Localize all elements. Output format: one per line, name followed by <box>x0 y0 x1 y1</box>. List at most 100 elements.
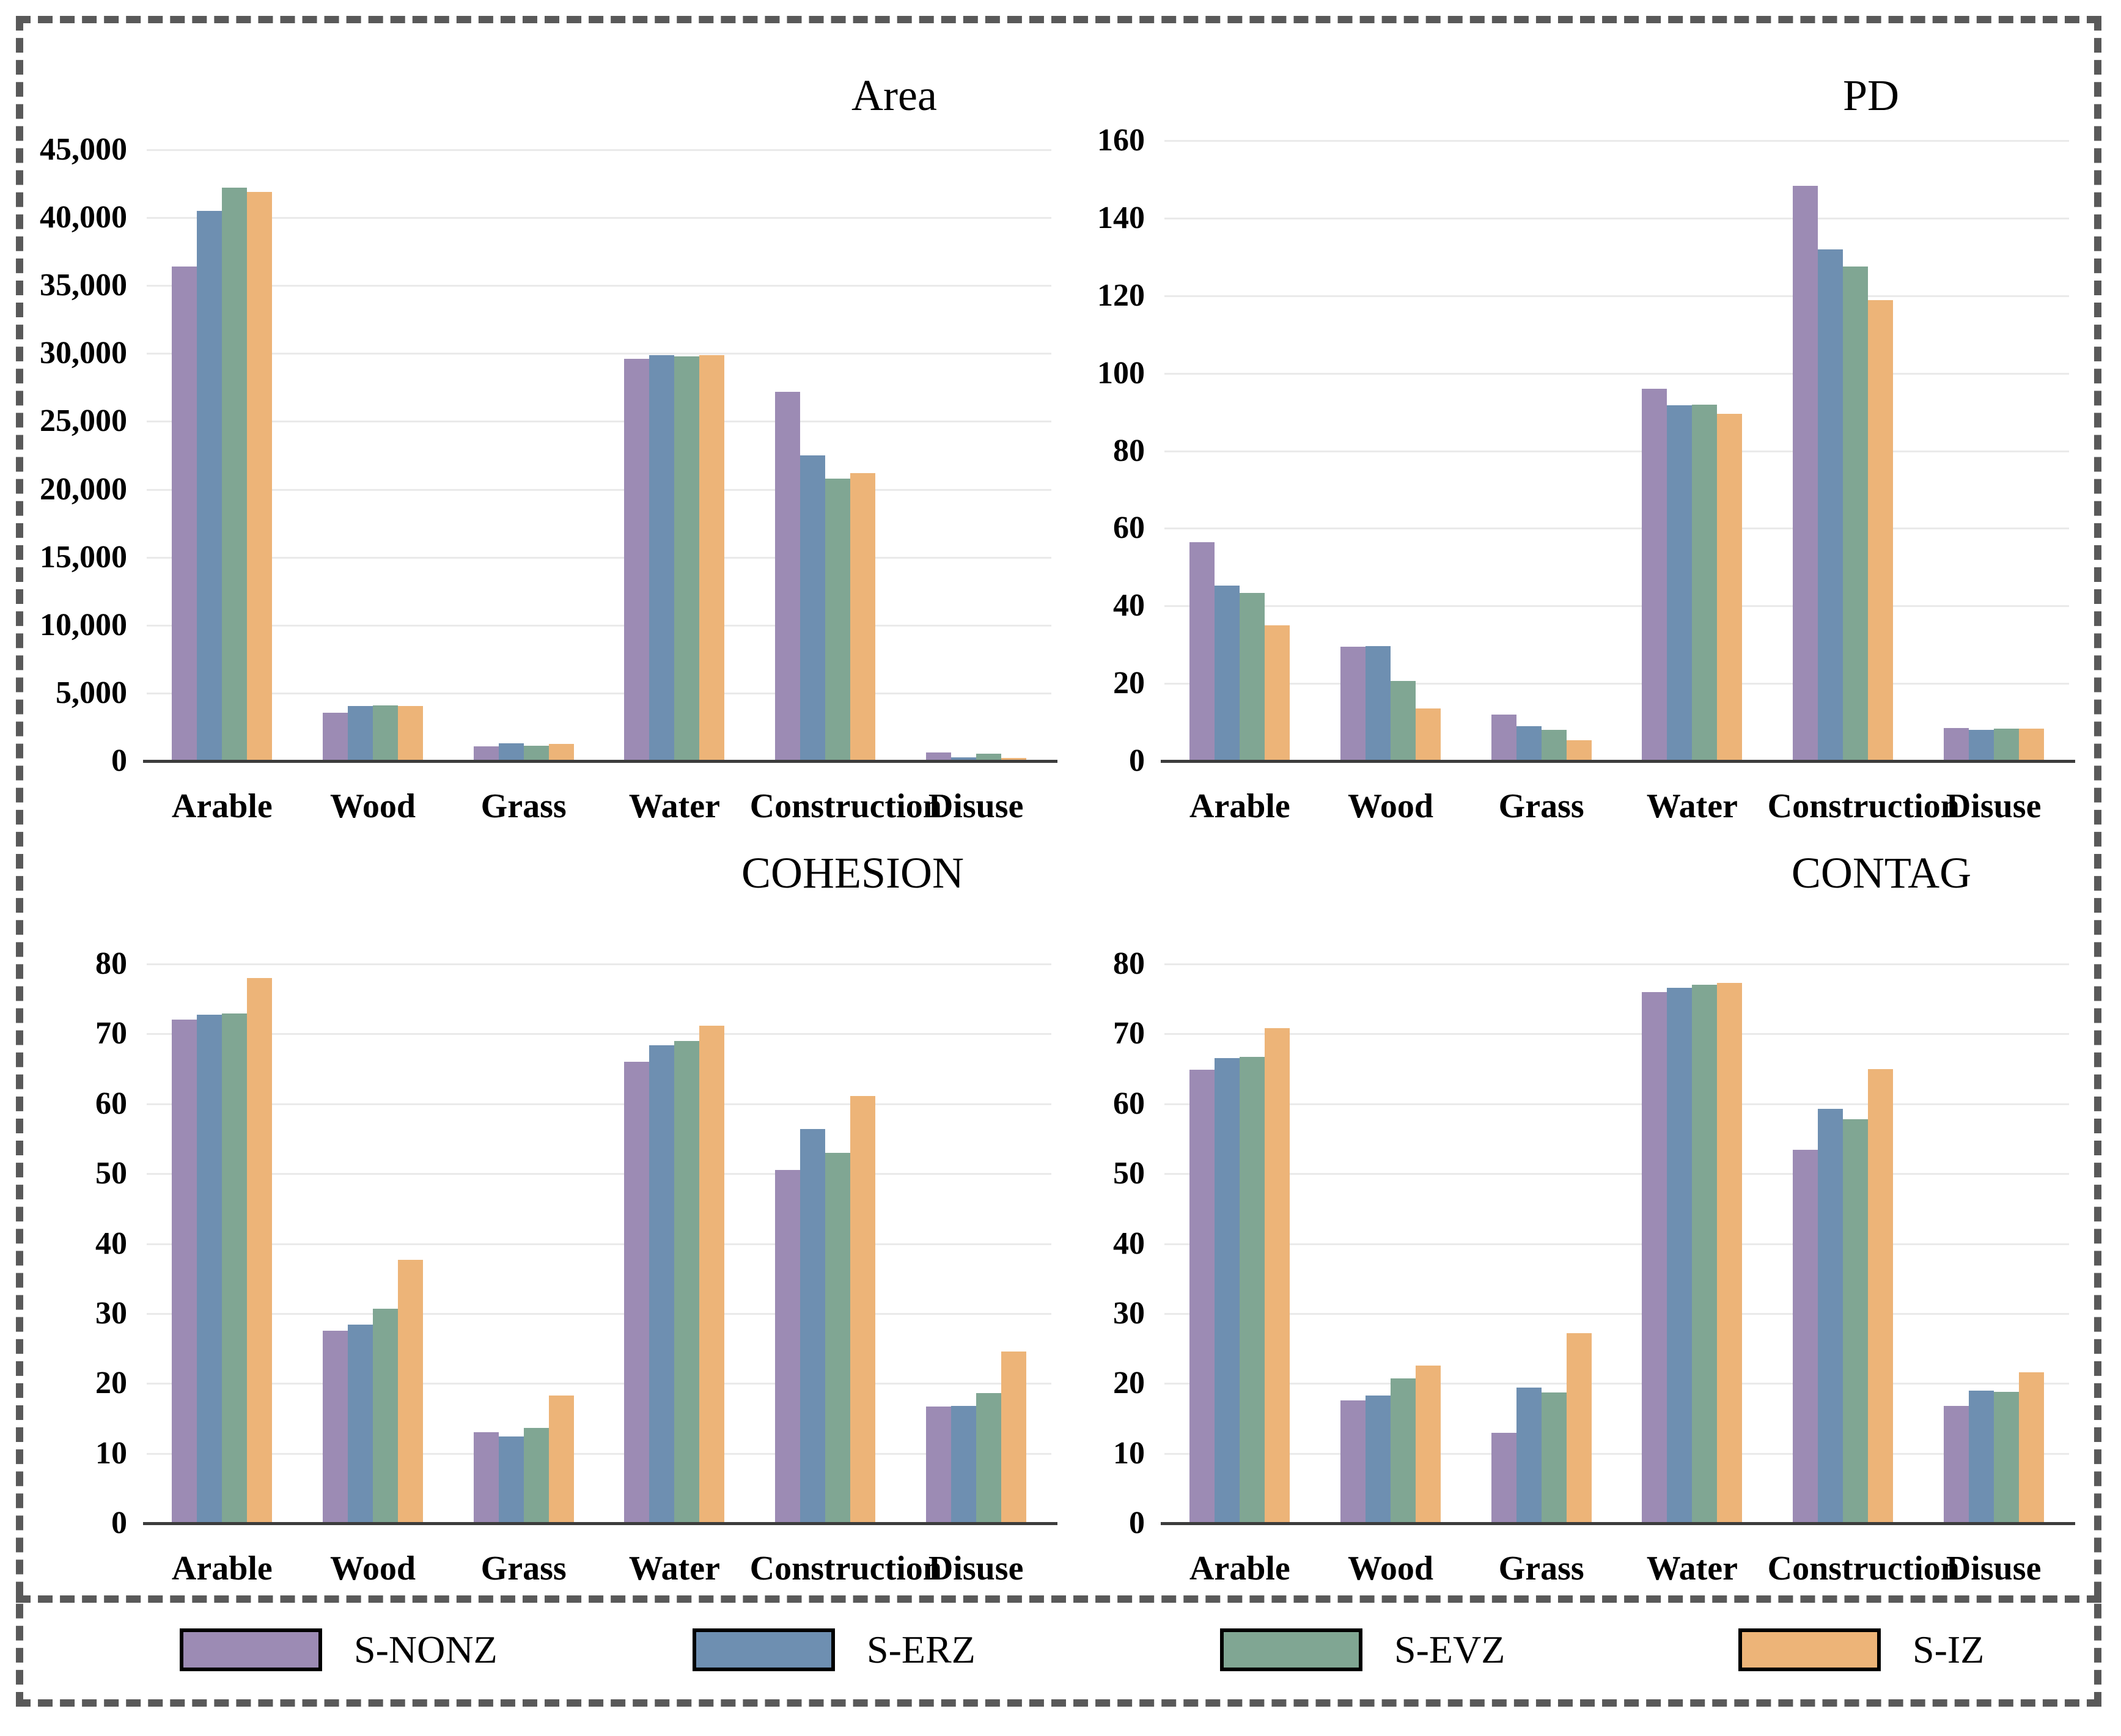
y-tick-label: 30,000 <box>40 336 127 371</box>
bar-s-nonz-arable <box>1189 1070 1215 1523</box>
legend-item-s-erz: S-ERZ <box>693 1628 976 1671</box>
y-tick-label: 40 <box>95 1226 127 1261</box>
bar-s-evz-disuse <box>1994 1392 2019 1523</box>
bar-s-iz-disuse <box>2019 1372 2044 1523</box>
y-tick-label: 40,000 <box>40 200 127 235</box>
gridline-y-40 <box>1164 1243 2069 1245</box>
bar-s-erz-water <box>1667 405 1692 761</box>
gridline-y-5000 <box>147 692 1051 694</box>
gridline-y-30000 <box>147 353 1051 355</box>
bar-s-nonz-arable <box>1189 542 1215 761</box>
bar-s-nonz-water <box>1642 992 1667 1523</box>
bar-s-iz-wood <box>398 706 423 761</box>
x-category-label-arable: Arable <box>1189 787 1290 825</box>
bar-s-erz-wood <box>1366 646 1391 761</box>
x-axis-line <box>143 760 1057 763</box>
bar-s-nonz-water <box>624 1062 649 1523</box>
bar-s-erz-wood <box>1366 1396 1391 1523</box>
legend-swatch-s-evz <box>1220 1628 1362 1671</box>
gridline-y-60 <box>1164 528 2069 530</box>
bar-s-iz-grass <box>549 744 574 761</box>
bar-s-erz-arable <box>197 211 222 761</box>
bar-s-erz-construction <box>800 455 825 761</box>
y-tick-label: 45,000 <box>40 132 127 167</box>
legend-separator-dashed-line <box>16 1595 2101 1603</box>
x-category-label-wood: Wood <box>329 787 416 825</box>
bar-s-erz-construction <box>1818 1109 1843 1523</box>
legend-label-s-iz: S-IZ <box>1913 1628 1985 1671</box>
bar-s-evz-disuse <box>976 1393 1001 1523</box>
y-tick-label: 80 <box>95 946 127 981</box>
bar-s-iz-wood <box>398 1260 423 1523</box>
y-tick-label: 0 <box>111 743 127 778</box>
bar-s-iz-arable <box>247 978 272 1523</box>
y-tick-label: 60 <box>95 1086 127 1121</box>
bar-s-evz-wood <box>1391 1378 1416 1523</box>
y-tick-label: 100 <box>1097 355 1145 391</box>
y-tick-label: 0 <box>111 1506 127 1540</box>
bar-s-iz-arable <box>247 192 272 761</box>
y-tick-label: 40 <box>1113 1226 1145 1261</box>
gridline-y-20000 <box>147 488 1051 491</box>
bar-s-nonz-wood <box>1340 1400 1366 1523</box>
y-tick-label: 60 <box>1113 510 1145 546</box>
bar-s-erz-construction <box>1818 249 1843 761</box>
bar-s-erz-grass <box>499 1436 524 1523</box>
bar-s-nonz-wood <box>1340 647 1366 761</box>
chart-panel-contag: CONTAG 0 10 20 30 40 50 60 70 80 Arable Wood Grass W… <box>1060 839 2100 1598</box>
bar-s-erz-disuse <box>951 1406 976 1523</box>
bar-s-evz-grass <box>524 1428 549 1523</box>
bar-s-iz-wood <box>1416 708 1441 761</box>
bar-s-evz-wood <box>373 1309 398 1523</box>
gridline-y-35000 <box>147 285 1051 287</box>
bar-s-evz-grass <box>1542 1392 1567 1523</box>
x-category-label-water: Water <box>1646 787 1738 825</box>
bar-s-nonz-water <box>1642 389 1667 761</box>
gridline-y-60 <box>1164 1103 2069 1105</box>
bar-s-evz-arable <box>1240 1057 1265 1523</box>
x-category-label-construction: Construction <box>749 787 942 825</box>
bar-s-iz-disuse <box>1001 1352 1026 1523</box>
bar-s-nonz-disuse <box>926 752 951 761</box>
gridline-y-20 <box>147 1383 1051 1385</box>
y-tick-label: 10,000 <box>40 607 127 642</box>
bar-s-iz-wood <box>1416 1366 1441 1523</box>
bar-s-evz-grass <box>1542 730 1567 761</box>
y-tick-label: 80 <box>1113 433 1145 468</box>
bar-s-erz-wood <box>348 1325 373 1523</box>
gridline-y-30 <box>1164 1312 2069 1315</box>
bar-s-evz-water <box>1692 405 1717 761</box>
bar-s-nonz-wood <box>323 1331 348 1523</box>
gridline-y-50 <box>1164 1173 2069 1175</box>
x-category-label-water: Water <box>1646 1550 1738 1587</box>
chart-panel-pd: PD 0 20 40 60 80 100 120 140 160 Arable Wood Grass W… <box>1060 24 2100 837</box>
bar-s-erz-water <box>1667 988 1692 1523</box>
gridline-y-70 <box>147 1033 1051 1035</box>
y-tick-label: 0 <box>1129 1506 1145 1540</box>
legend-item-s-iz: S-IZ <box>1738 1628 1984 1671</box>
bar-s-evz-water <box>1692 985 1717 1523</box>
bar-s-nonz-grass <box>474 746 499 761</box>
y-tick-label: 140 <box>1097 200 1145 235</box>
bar-s-iz-disuse <box>1001 758 1026 761</box>
bar-s-iz-disuse <box>2019 729 2044 761</box>
gridline-y-50 <box>147 1173 1051 1175</box>
gridline-y-40000 <box>147 217 1051 219</box>
bar-s-nonz-disuse <box>926 1407 951 1523</box>
gridline-y-80 <box>1164 450 2069 452</box>
gridline-y-80 <box>1164 963 2069 965</box>
legend-swatch-s-erz <box>693 1628 835 1671</box>
bar-s-evz-disuse <box>976 754 1001 761</box>
y-tick-label: 80 <box>1113 946 1145 981</box>
gridline-y-80 <box>147 963 1051 965</box>
bar-s-erz-grass <box>1516 726 1542 761</box>
bar-s-evz-wood <box>1391 681 1416 761</box>
bar-s-nonz-water <box>624 359 649 761</box>
bar-s-erz-arable <box>197 1015 222 1523</box>
bar-s-iz-construction <box>1868 1069 1893 1523</box>
x-category-label-disuse: Disuse <box>928 1550 1024 1587</box>
bar-s-erz-grass <box>499 743 524 761</box>
x-category-label-construction: Construction <box>749 1550 942 1587</box>
bar-s-erz-grass <box>1516 1388 1542 1523</box>
x-category-label-grass: Grass <box>480 787 567 825</box>
